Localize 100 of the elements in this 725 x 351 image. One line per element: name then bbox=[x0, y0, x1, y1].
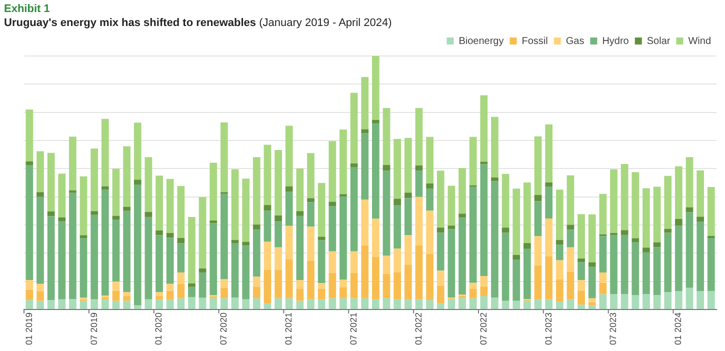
bar bbox=[588, 298, 596, 302]
bar bbox=[469, 298, 477, 309]
bar bbox=[166, 232, 174, 238]
bar bbox=[664, 232, 672, 292]
bar bbox=[101, 190, 109, 296]
bar bbox=[394, 299, 402, 309]
bar bbox=[566, 272, 574, 300]
bar bbox=[252, 224, 260, 230]
bar bbox=[156, 300, 163, 309]
bar bbox=[642, 188, 650, 248]
bar bbox=[394, 138, 402, 199]
bar bbox=[415, 108, 423, 166]
bar bbox=[274, 150, 282, 216]
bar bbox=[502, 174, 510, 228]
bar bbox=[404, 192, 412, 198]
bar bbox=[210, 162, 218, 220]
bar bbox=[436, 304, 444, 309]
bar bbox=[599, 294, 607, 309]
bar bbox=[134, 122, 142, 180]
bar bbox=[534, 136, 542, 195]
bar bbox=[318, 236, 326, 240]
bar bbox=[707, 291, 715, 309]
bar bbox=[610, 169, 618, 233]
bar bbox=[524, 182, 531, 244]
bar bbox=[340, 130, 347, 194]
bar bbox=[47, 300, 55, 309]
bar bbox=[372, 256, 380, 300]
bar bbox=[328, 251, 336, 273]
bar bbox=[620, 294, 628, 309]
bar bbox=[382, 170, 390, 256]
bar bbox=[372, 299, 380, 309]
bar bbox=[350, 163, 358, 168]
bar bbox=[404, 198, 412, 236]
bar bbox=[296, 300, 304, 309]
bar bbox=[674, 291, 682, 309]
bar bbox=[448, 229, 456, 298]
bar bbox=[112, 219, 120, 282]
bar bbox=[448, 186, 456, 226]
bar bbox=[231, 169, 239, 240]
bar bbox=[156, 296, 163, 300]
bar bbox=[198, 197, 206, 268]
bar bbox=[674, 226, 682, 292]
bar bbox=[394, 248, 402, 272]
bar bbox=[285, 226, 293, 260]
bar bbox=[502, 228, 510, 233]
bar bbox=[545, 124, 552, 182]
bar bbox=[252, 276, 260, 287]
bar bbox=[545, 299, 552, 309]
bar bbox=[426, 183, 434, 189]
bar bbox=[274, 298, 282, 309]
bar bbox=[458, 298, 466, 309]
bar bbox=[47, 152, 55, 212]
bar bbox=[361, 245, 369, 298]
bar bbox=[480, 164, 488, 276]
legend-label: Solar bbox=[646, 36, 671, 47]
bar bbox=[350, 251, 358, 273]
bar bbox=[252, 157, 260, 225]
bar bbox=[458, 168, 466, 214]
bar bbox=[198, 298, 206, 309]
bar bbox=[166, 300, 174, 309]
bar bbox=[177, 186, 185, 238]
bar bbox=[404, 264, 412, 300]
bar bbox=[36, 291, 44, 301]
bar bbox=[340, 194, 347, 197]
bar bbox=[90, 299, 98, 309]
bar bbox=[534, 201, 542, 236]
bar bbox=[578, 214, 585, 259]
bar bbox=[177, 284, 185, 298]
bar bbox=[491, 177, 498, 182]
bar bbox=[588, 214, 596, 262]
bar bbox=[556, 279, 564, 302]
bar bbox=[318, 240, 326, 284]
bar bbox=[578, 280, 585, 291]
bar bbox=[512, 254, 520, 260]
bar bbox=[80, 238, 88, 298]
bar bbox=[415, 166, 423, 171]
bar bbox=[415, 170, 423, 197]
bar bbox=[686, 157, 694, 208]
bar bbox=[404, 235, 412, 265]
bar bbox=[198, 268, 206, 272]
bar bbox=[545, 182, 552, 187]
bar bbox=[123, 206, 130, 211]
bar bbox=[264, 270, 272, 304]
bar bbox=[469, 288, 477, 298]
bar bbox=[707, 238, 715, 292]
bar bbox=[112, 216, 120, 220]
bar bbox=[642, 252, 650, 294]
bar bbox=[448, 226, 456, 230]
bar bbox=[220, 298, 228, 309]
bar bbox=[318, 299, 326, 309]
bar bbox=[426, 188, 434, 211]
bar bbox=[123, 296, 130, 301]
bar bbox=[696, 291, 704, 309]
bar bbox=[534, 299, 542, 309]
bar bbox=[599, 194, 607, 234]
bar bbox=[112, 300, 120, 309]
bar bbox=[198, 272, 206, 298]
bar bbox=[144, 157, 152, 212]
bar bbox=[166, 284, 174, 291]
bar bbox=[264, 242, 272, 270]
